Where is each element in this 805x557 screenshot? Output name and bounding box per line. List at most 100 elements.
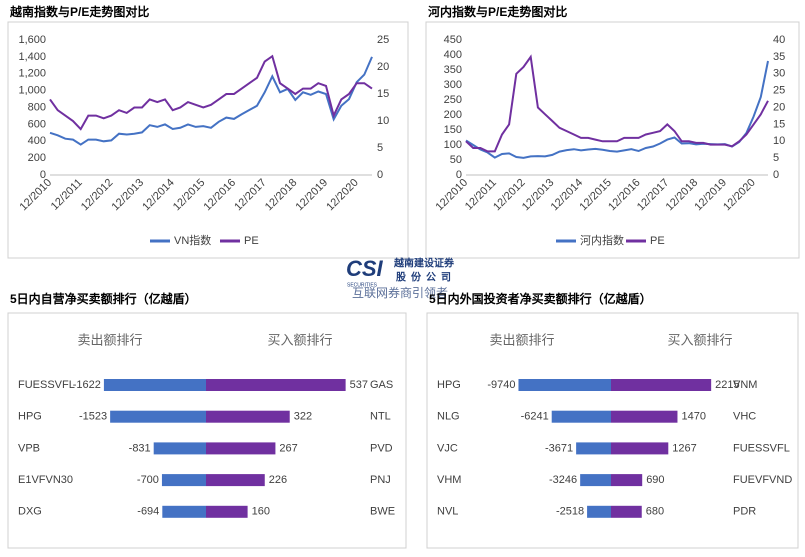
value-label: -1622: [73, 379, 101, 391]
panel-border: [7, 21, 409, 259]
category-label: PVD: [370, 442, 393, 454]
value-label: -9740: [487, 379, 515, 391]
category-label: E1VFVN30: [18, 474, 73, 486]
bar: [153, 442, 206, 455]
y-tick-label: 1,600: [18, 34, 46, 46]
bar: [611, 379, 712, 391]
bar: [576, 442, 611, 455]
category-label: VNM: [733, 379, 757, 391]
y-tick-label: 0: [40, 169, 46, 181]
series-line: [49, 56, 373, 146]
category-label: VHM: [437, 474, 461, 486]
bar: [611, 474, 643, 487]
bar: [103, 379, 206, 391]
y2-tick-label: 0: [377, 169, 383, 181]
column-header: 卖出额排行: [489, 332, 554, 347]
column-header: 买入额排行: [667, 332, 732, 347]
value-label: -3671: [545, 442, 573, 454]
x-tick-label: 12/2020: [721, 177, 758, 214]
y-tick-label: 200: [444, 109, 462, 121]
y2-tick-label: 15: [377, 88, 389, 100]
y-tick-label: 50: [450, 154, 462, 166]
y-tick-label: 400: [444, 49, 462, 61]
column-header: 买入额排行: [267, 332, 332, 347]
legend-label: VN指数: [174, 233, 211, 247]
value-label: 2215: [715, 379, 739, 391]
bar: [580, 474, 611, 487]
category-label: VPB: [18, 442, 40, 454]
y-tick-label: 600: [28, 118, 46, 130]
value-label: -694: [137, 506, 159, 518]
y-tick-label: 200: [28, 152, 46, 164]
bar: [206, 442, 276, 455]
bar: [161, 474, 206, 487]
x-tick-label: 12/2017: [232, 177, 269, 214]
x-tick-label: 12/2011: [49, 177, 85, 213]
company-name-2: 股份公司: [396, 271, 456, 284]
y-tick-label: 800: [28, 101, 46, 113]
x-tick-label: 12/2016: [202, 177, 239, 214]
y2-tick-label: 0: [773, 169, 779, 181]
category-label: VJC: [437, 442, 458, 454]
y2-tick-label: 10: [377, 115, 389, 127]
value-label: 690: [646, 474, 664, 486]
category-label: PNJ: [370, 474, 391, 486]
category-label: FUESSVFL: [18, 379, 75, 391]
category-label: FUEVFVND: [733, 474, 792, 486]
y2-tick-label: 40: [773, 34, 785, 46]
legend-label: PE: [244, 235, 259, 247]
panel-border: [425, 21, 800, 259]
value-label: 1267: [672, 442, 696, 454]
x-tick-label: 12/2013: [110, 177, 147, 214]
value-label: 1470: [681, 411, 705, 423]
value-label: -6241: [521, 411, 549, 423]
y2-tick-label: 5: [377, 142, 383, 154]
x-tick-label: 12/2014: [140, 177, 177, 214]
bar: [611, 442, 669, 455]
bar: [206, 505, 248, 518]
logo: CSI: [346, 256, 384, 281]
bar: [518, 379, 611, 391]
legend-label: PE: [650, 235, 665, 247]
category-label: DXG: [18, 506, 42, 518]
y-tick-label: 450: [444, 34, 462, 46]
series-line: [465, 54, 769, 153]
category-label: FUESSVFL: [733, 442, 790, 454]
value-label: 322: [294, 411, 312, 423]
category-label: NVL: [437, 506, 458, 518]
y-tick-label: 350: [444, 64, 462, 76]
x-tick-label: 12/2019: [294, 177, 331, 214]
chart-title: 5日内外国投资者净买卖额排行（亿越盾）: [429, 291, 652, 306]
y2-tick-label: 20: [773, 101, 785, 113]
chart-title: 河内指数与P/E走势图对比: [427, 4, 567, 19]
category-label: VHC: [733, 411, 756, 423]
category-label: GAS: [370, 379, 393, 391]
value-label: -3246: [549, 474, 577, 486]
y-tick-label: 1,000: [18, 85, 46, 97]
bar: [206, 474, 265, 487]
series-line: [49, 54, 373, 131]
value-label: 267: [279, 442, 297, 454]
y-tick-label: 1,400: [18, 51, 46, 63]
y2-tick-label: 10: [773, 135, 785, 147]
panel-border: [7, 312, 407, 549]
bar: [206, 379, 346, 391]
chart-title: 5日内自营净买卖额排行（亿越盾）: [10, 291, 197, 306]
y2-tick-label: 5: [773, 152, 779, 164]
bar: [551, 410, 611, 423]
category-label: NLG: [437, 411, 460, 423]
x-tick-label: 12/2015: [171, 177, 208, 214]
value-label: 537: [350, 379, 368, 391]
slogan: 互联网券商引领者: [352, 285, 448, 300]
category-label: NTL: [370, 411, 391, 423]
x-tick-label: 12/2020: [324, 177, 361, 214]
value-label: -2518: [556, 506, 584, 518]
bar: [611, 410, 678, 423]
legend-label: 河内指数: [580, 233, 624, 247]
value-label: -700: [137, 474, 159, 486]
y2-tick-label: 25: [377, 34, 389, 46]
category-label: HPG: [18, 411, 42, 423]
value-label: -831: [129, 442, 151, 454]
logo-sub: SECURITIES: [347, 282, 378, 288]
value-label: 226: [269, 474, 287, 486]
